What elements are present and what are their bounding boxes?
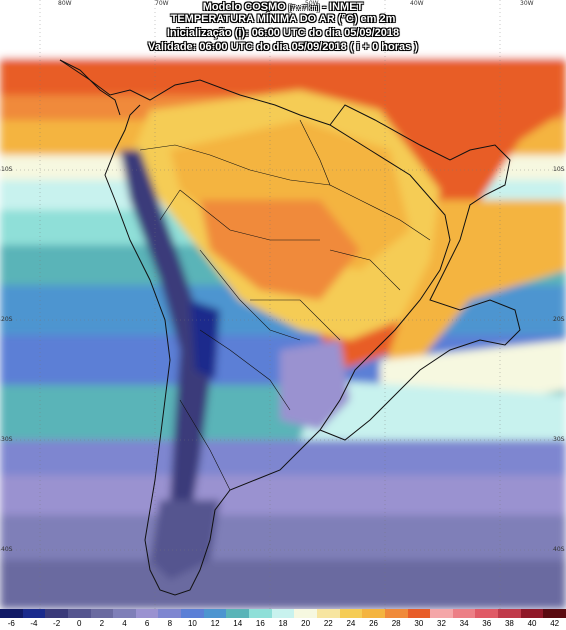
colorbar-label-10: 14 (233, 619, 243, 628)
colorbar-label-14: 22 (323, 619, 333, 628)
colorbar-labels: -6 -4 -2 0 2 4 6 8 10 12 14 16 18 20 22 24 26 28 30 32 34 36 3… (0, 619, 566, 630)
colorbar-label-5: 4 (122, 619, 127, 628)
colorbar-label-15: 24 (346, 619, 356, 628)
validity-line: Validade: 06:00 UTC do dia 05/09/2018 ( … (148, 41, 418, 53)
colorbar-swatch-5 (113, 609, 136, 618)
model-institute: - INMET (322, 1, 364, 13)
colorbar-label-1: -4 (30, 619, 38, 628)
colorbar-label-18: 30 (414, 619, 424, 628)
colorbar-swatch-11 (249, 609, 272, 618)
colorbar-swatch-24 (543, 609, 566, 618)
colorbar-swatch-13 (294, 609, 317, 618)
grid-label-top-4: 30W (520, 0, 534, 7)
colorbar-swatch-4 (90, 609, 114, 618)
colorbar-swatch-7 (158, 609, 182, 618)
temperature-field (0, 0, 566, 609)
initialization-line: Inicialização (i): 06:00 UTC do dia 05/0… (166, 27, 400, 39)
grid-label-top-2: 50W (305, 0, 319, 7)
grid-label-left-0: 10S (1, 166, 13, 173)
colorbar-label-12: 18 (278, 619, 288, 628)
colorbar-swatch-21 (475, 609, 499, 618)
maritime-boundary (319, 104, 521, 441)
header-line1: Modelo COSMO [7 x 7 km] - INMET (0, 1, 566, 13)
grid-label-left-1: 20S (1, 316, 13, 323)
colorbar-swatch-14 (316, 609, 340, 618)
grid-label-top-0: 80W (58, 0, 72, 7)
colorbar-swatch-12 (271, 609, 295, 618)
colorbar-swatch-3 (67, 609, 91, 618)
grid-label-right-2: 30S (553, 436, 565, 443)
colorbar-label-7: 8 (167, 619, 173, 628)
grid-label-left-2: 30S (1, 436, 13, 443)
model-name: Modelo COSMO (202, 1, 286, 13)
colorbar-swatch-20 (452, 609, 476, 618)
colorbar-label-21: 36 (482, 619, 492, 628)
temperature-map (0, 0, 566, 609)
colorbar-label-0: -6 (7, 619, 15, 628)
colorbar-swatch-18 (407, 609, 431, 618)
colorbar-swatch-19 (430, 609, 453, 618)
variable-title: TEMPERATURA MÍNIMA DO AR (°C) em 2m (170, 13, 396, 25)
colorbar-swatches (0, 609, 566, 618)
colorbar-label-20: 34 (459, 619, 469, 628)
colorbar-label-11: 16 (255, 619, 265, 628)
colorbar-label-17: 28 (391, 619, 401, 628)
colorbar-swatch-1 (22, 609, 46, 618)
colorbar-label-19: 32 (437, 619, 446, 628)
colorbar-swatch-9 (203, 609, 227, 618)
coastlines (59, 59, 451, 596)
grid-label-top-3: 40W (410, 0, 424, 7)
colorbar-swatch-0 (0, 609, 23, 618)
colorbar-swatch-22 (498, 609, 521, 618)
grid-label-top-1: 70W (155, 0, 169, 7)
colorbar-label-13: 20 (301, 619, 311, 628)
colorbar-swatch-8 (181, 609, 204, 618)
colorbar-swatch-17 (384, 609, 408, 618)
colorbar-label-16: 26 (369, 619, 378, 628)
borders (139, 119, 431, 491)
colorbar-label-3: 0 (77, 619, 82, 628)
colorbar-swatch-16 (362, 609, 385, 618)
colorbar-label-6: 6 (144, 619, 150, 628)
colorbar-label-22: 38 (504, 619, 514, 628)
colorbar-swatch-23 (520, 609, 544, 618)
colorbar-legend: -6 -4 -2 0 2 4 6 8 10 12 14 16 18 20 22 24 26 28 30 32 34 36 3… (0, 609, 566, 630)
colorbar-swatch-15 (339, 609, 363, 618)
colorbar-label-2: -2 (53, 619, 61, 628)
colorbar-swatch-2 (45, 609, 68, 618)
grid-label-left-3: 40S (1, 546, 13, 553)
colorbar-label-24: 42 (550, 619, 560, 628)
colorbar-swatch-6 (135, 609, 159, 618)
colorbar-label-4: 2 (99, 619, 105, 628)
model-resolution: [7 x 7 km] (288, 5, 320, 12)
colorbar-swatch-10 (226, 609, 250, 618)
grid-label-right-3: 40S (553, 546, 565, 553)
colorbar-label-8: 10 (187, 619, 197, 628)
grid-label-right-1: 20S (553, 316, 565, 323)
colorbar-label-23: 40 (527, 619, 537, 628)
colorbar-label-9: 12 (210, 619, 220, 628)
grid-label-right-0: 10S (553, 166, 565, 173)
